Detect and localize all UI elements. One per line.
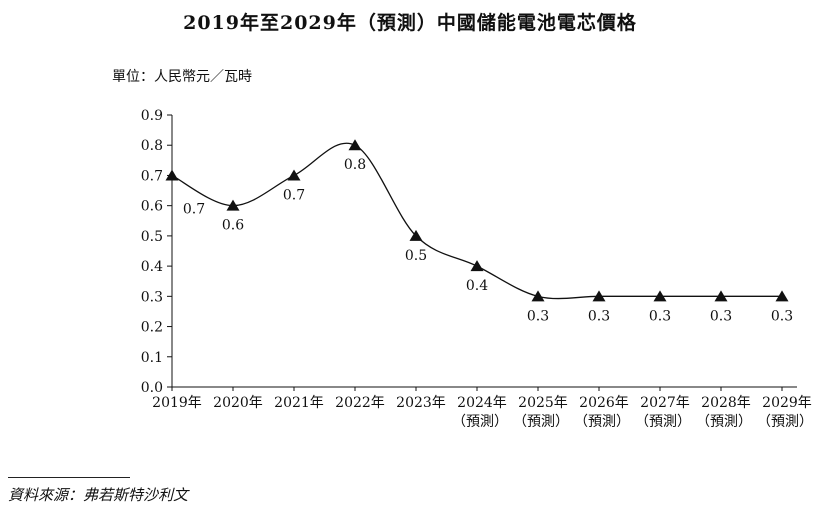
data-point-marker bbox=[653, 290, 667, 302]
y-tick-label: 0.0 bbox=[141, 380, 163, 396]
x-tick-label: 2022年 bbox=[335, 395, 385, 411]
data-label: 0.3 bbox=[710, 308, 732, 324]
data-label: 0.4 bbox=[466, 278, 488, 294]
data-point-marker bbox=[409, 229, 423, 241]
x-tick-label: 2023年 bbox=[396, 395, 446, 411]
chart-title: 2019年至2029年（預測）中國儲能電池電芯價格 bbox=[183, 12, 637, 34]
y-tick-label: 0.1 bbox=[141, 350, 163, 366]
y-tick-label: 0.3 bbox=[141, 289, 163, 305]
source-note: 資料來源：弗若斯特沙利文 bbox=[8, 486, 189, 504]
data-label: 0.5 bbox=[405, 248, 427, 264]
data-point-marker bbox=[348, 139, 362, 151]
data-label: 0.6 bbox=[222, 218, 244, 234]
data-label: 0.7 bbox=[183, 201, 205, 217]
data-point-marker bbox=[287, 169, 301, 181]
data-label: 0.7 bbox=[283, 187, 305, 203]
x-tick-label: （預測） bbox=[696, 414, 752, 430]
x-tick-label: 2029年 bbox=[762, 395, 812, 411]
x-tick-label: （預測） bbox=[452, 414, 508, 430]
y-tick-label: 0.5 bbox=[141, 229, 163, 245]
y-tick-label: 0.2 bbox=[141, 320, 163, 336]
x-tick-label: 2027年 bbox=[640, 395, 690, 411]
y-axis-unit-label: 單位：人民幣元／瓦時 bbox=[112, 69, 252, 85]
y-tick-label: 0.9 bbox=[141, 108, 163, 124]
data-point-marker bbox=[775, 290, 789, 302]
data-labels: 0.7 0.6 0.7 0.8 0.5 0.4 0.3 0.3 0.3 0.3 0.3 bbox=[183, 157, 793, 324]
data-label: 0.3 bbox=[588, 308, 610, 324]
y-tick-label: 0.4 bbox=[141, 259, 163, 275]
chart-axes: 0.0 0.1 0.2 0.3 0.4 0.5 0.6 0.7 0.8 0.9 2019年 2020年… bbox=[141, 108, 813, 430]
x-tick-label: （預測） bbox=[574, 414, 630, 430]
footnote-divider bbox=[8, 477, 130, 478]
x-tick-label: 2025年 bbox=[518, 395, 568, 411]
y-tick-label: 0.7 bbox=[141, 168, 163, 184]
x-tick-label: 2020年 bbox=[213, 395, 263, 411]
y-tick-label: 0.6 bbox=[141, 199, 163, 215]
x-tick-label: （預測） bbox=[513, 414, 569, 430]
data-point-marker bbox=[592, 290, 606, 302]
data-point-marker bbox=[165, 169, 179, 181]
x-tick-label: （預測） bbox=[757, 414, 813, 430]
data-label: 0.3 bbox=[649, 308, 671, 324]
data-point-marker bbox=[470, 260, 484, 272]
data-point-marker bbox=[226, 199, 240, 211]
x-tick-label: 2019年 bbox=[152, 395, 202, 411]
x-tick-label: （預測） bbox=[635, 414, 691, 430]
data-point-marker bbox=[531, 290, 545, 302]
data-label: 0.3 bbox=[527, 308, 549, 324]
data-markers bbox=[165, 139, 789, 302]
data-label: 0.3 bbox=[771, 308, 793, 324]
price-series-line bbox=[171, 142, 782, 300]
x-tick-label: 2021年 bbox=[274, 395, 324, 411]
x-tick-label: 2028年 bbox=[701, 395, 751, 411]
y-tick-label: 0.8 bbox=[141, 138, 163, 154]
x-tick-label: 2024年 bbox=[457, 395, 507, 411]
data-point-marker bbox=[714, 290, 728, 302]
data-label: 0.8 bbox=[344, 157, 366, 173]
x-tick-label: 2026年 bbox=[579, 395, 629, 411]
